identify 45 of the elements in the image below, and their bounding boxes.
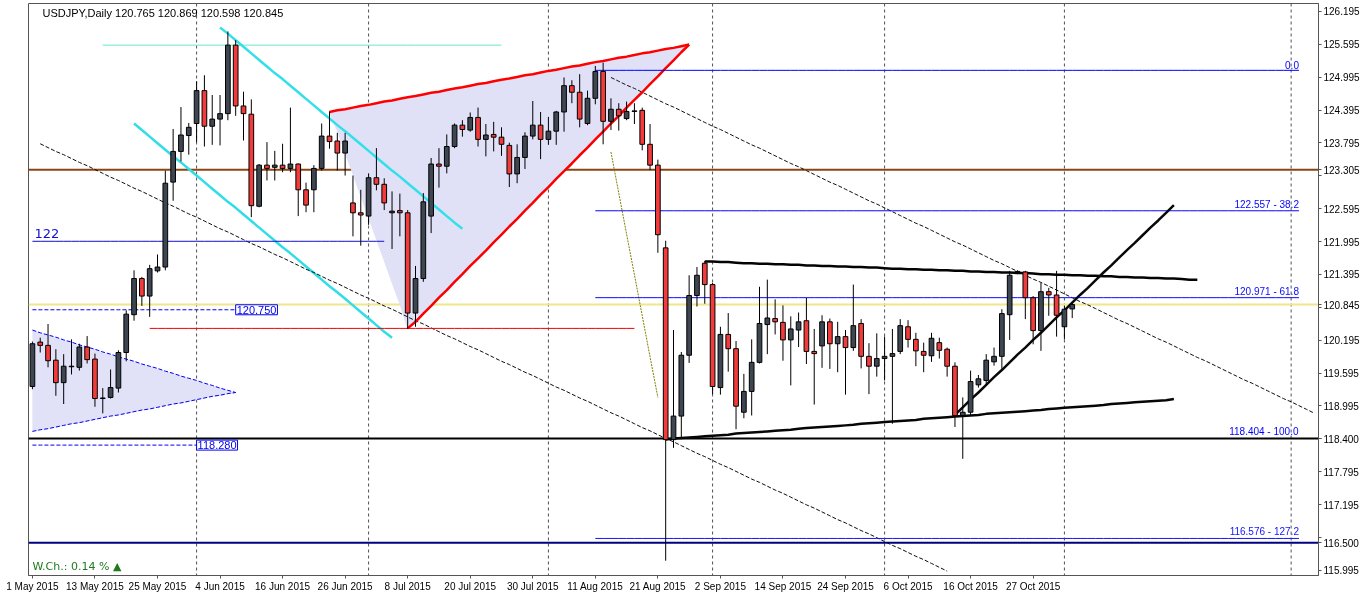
y-tick-label: 117.195 bbox=[1323, 499, 1360, 511]
series-label: 122.557 - 38.2 bbox=[1234, 198, 1300, 210]
y-tick-label: 124.995 bbox=[1323, 72, 1361, 84]
x-tick-label: 16 Jun 2015 bbox=[255, 580, 311, 592]
series-label: 122 bbox=[34, 226, 60, 242]
series-label: 120.971 - 61.8 bbox=[1234, 285, 1300, 297]
y-tick-label: 119.595 bbox=[1323, 368, 1360, 380]
x-tick-label: 21 Aug 2015 bbox=[629, 580, 687, 592]
y-tick-label: 126.195 bbox=[1323, 6, 1361, 18]
x-tick-label: 13 May 2015 bbox=[66, 580, 125, 592]
series-label: 0.0 bbox=[1285, 60, 1300, 72]
y-tick-label: 120.195 bbox=[1323, 335, 1361, 347]
y-tick-label: 121.395 bbox=[1323, 269, 1361, 281]
y-tick-label: 122.595 bbox=[1323, 203, 1361, 215]
series-label: 118.280 bbox=[197, 439, 237, 452]
annotation: 118.404 - 100.0 bbox=[1229, 426, 1299, 438]
x-tick-label: 16 Oct 2015 bbox=[943, 580, 999, 592]
ref-line-label: 116.500 bbox=[1323, 537, 1360, 549]
x-tick-label: 20 Jul 2015 bbox=[444, 580, 497, 592]
x-tick-label: 4 Jun 2015 bbox=[195, 580, 246, 592]
ref-line-label: 123.305 bbox=[1323, 164, 1361, 176]
x-tick-label: 14 Sep 2015 bbox=[754, 580, 812, 592]
x-tick-label: 25 May 2015 bbox=[128, 580, 187, 592]
chart-title: USDJPY,Daily 120.765 120.869 120.598 120.845 bbox=[42, 6, 284, 19]
y-tick-label: 124.395 bbox=[1323, 105, 1361, 117]
ref-line-label: 118.400 bbox=[1323, 433, 1360, 445]
x-tick-label: 1 May 2015 bbox=[6, 580, 59, 592]
x-tick-label: 27 Oct 2015 bbox=[1005, 580, 1061, 592]
x-tick-label: 2 Sep 2015 bbox=[694, 580, 747, 592]
x-tick-label: 8 Jul 2015 bbox=[384, 580, 432, 592]
y-tick-label: 117.795 bbox=[1323, 466, 1360, 478]
x-tick-label: 6 Oct 2015 bbox=[883, 580, 933, 592]
y-tick-label: 118.995 bbox=[1323, 400, 1360, 412]
y-tick-label: 115.995 bbox=[1323, 565, 1360, 577]
series-label: 120.750 bbox=[236, 303, 277, 316]
annotation: W.Ch.: 0.14 % ▲ bbox=[32, 559, 122, 573]
series-label: 116.576 - 127.2 bbox=[1229, 526, 1300, 538]
x-tick-label: 24 Sep 2015 bbox=[817, 580, 875, 592]
x-tick-label: 11 Aug 2015 bbox=[567, 580, 624, 592]
y-tick-label: 123.795 bbox=[1323, 137, 1361, 149]
y-tick-label: 125.595 bbox=[1323, 39, 1361, 51]
ref-line-label: 120.845 bbox=[1323, 299, 1361, 311]
x-tick-label: 26 Jun 2015 bbox=[317, 580, 374, 592]
x-tick-label: 30 Jul 2015 bbox=[506, 580, 560, 592]
y-tick-label: 121.995 bbox=[1323, 236, 1361, 248]
